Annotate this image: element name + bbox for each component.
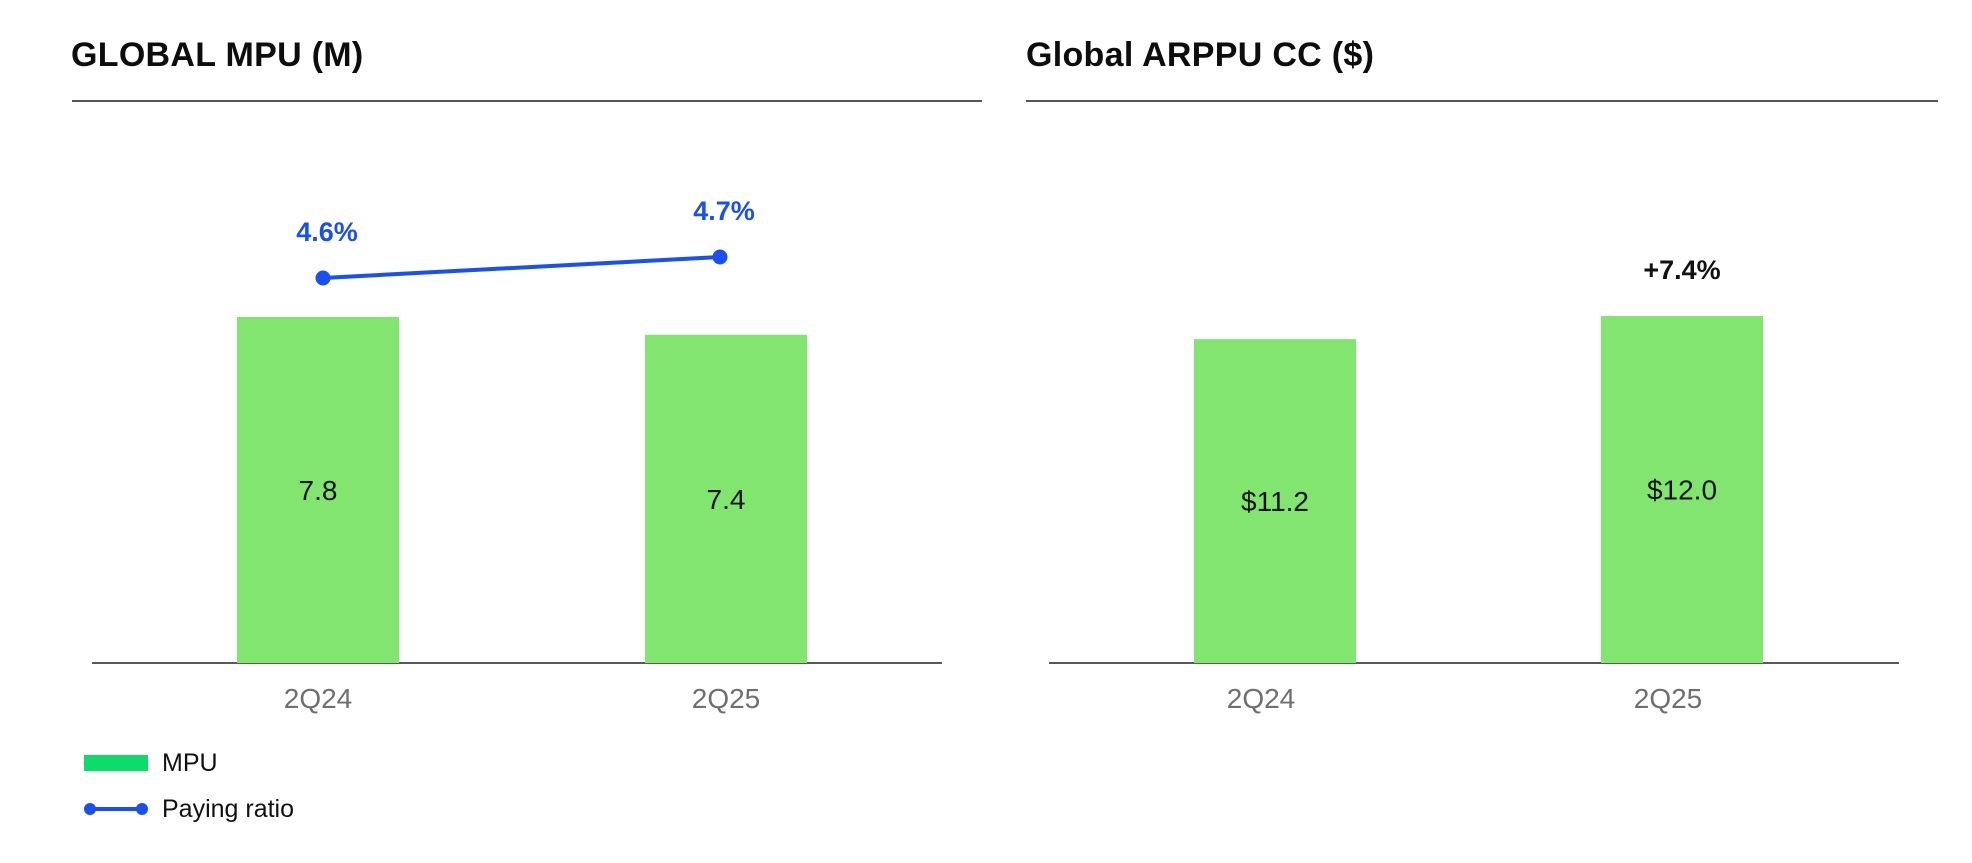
mpu-bar-label-2Q25: 7.4 bbox=[707, 484, 746, 515]
arppu-bar-label-2Q24: $11.2 bbox=[1241, 486, 1309, 517]
paying-ratio-label-2Q25: 4.7% bbox=[693, 196, 755, 226]
arppu-bar-2Q25 bbox=[1601, 316, 1763, 663]
arppu-x-tick-2Q24: 2Q24 bbox=[1227, 683, 1296, 714]
legend-mpu-swatch bbox=[84, 755, 148, 771]
legend-mpu-label: MPU bbox=[162, 748, 218, 777]
paying-ratio-point-2Q25 bbox=[712, 249, 728, 265]
mpu-bar-2Q24 bbox=[237, 317, 399, 663]
arppu-bar-2Q24 bbox=[1194, 339, 1356, 663]
mpu-bar-2Q25 bbox=[645, 334, 807, 663]
legend-item-mpu: MPU bbox=[84, 740, 294, 786]
mpu-legend: MPU Paying ratio bbox=[84, 740, 294, 832]
paying-ratio-line bbox=[322, 255, 721, 280]
paying-ratio-point-2Q24 bbox=[315, 270, 331, 286]
arppu-chart: $11.2 2Q24 $12.0 2Q25 +7.4% bbox=[1049, 255, 1899, 714]
mpu-chart-title: GLOBAL MPU (M) bbox=[71, 36, 364, 74]
arppu-bar-label-2Q25: $12.0 bbox=[1647, 475, 1717, 506]
mpu-x-tick-2Q24: 2Q24 bbox=[284, 683, 353, 714]
arppu-panel: Global ARPPU CC ($) $11.2 2Q24 $12.0 2Q25 +7… bbox=[986, 0, 1972, 863]
legend-paying-ratio-label: Paying ratio bbox=[162, 794, 295, 823]
legend-paying-ratio-swatch bbox=[84, 801, 148, 817]
legend-item-paying-ratio: Paying ratio bbox=[84, 786, 294, 832]
mpu-x-tick-2Q25: 2Q25 bbox=[692, 683, 761, 714]
paying-ratio-label-2Q24: 4.6% bbox=[296, 217, 358, 247]
arppu-title-divider bbox=[1026, 100, 1938, 102]
mpu-bar-label-2Q24: 7.8 bbox=[299, 475, 338, 506]
arppu-growth-annotation: +7.4% bbox=[1643, 255, 1720, 285]
arppu-chart-title: Global ARPPU CC ($) bbox=[1026, 36, 1375, 74]
mpu-chart: 7.8 2Q24 7.4 2Q25 4.6% 4.7% bbox=[92, 196, 942, 714]
mpu-title-divider bbox=[72, 100, 982, 102]
arppu-x-tick-2Q25: 2Q25 bbox=[1634, 683, 1703, 714]
mpu-panel: GLOBAL MPU (M) 7.8 2Q24 7.4 2Q25 4.6% 4.7% bbox=[71, 36, 982, 714]
